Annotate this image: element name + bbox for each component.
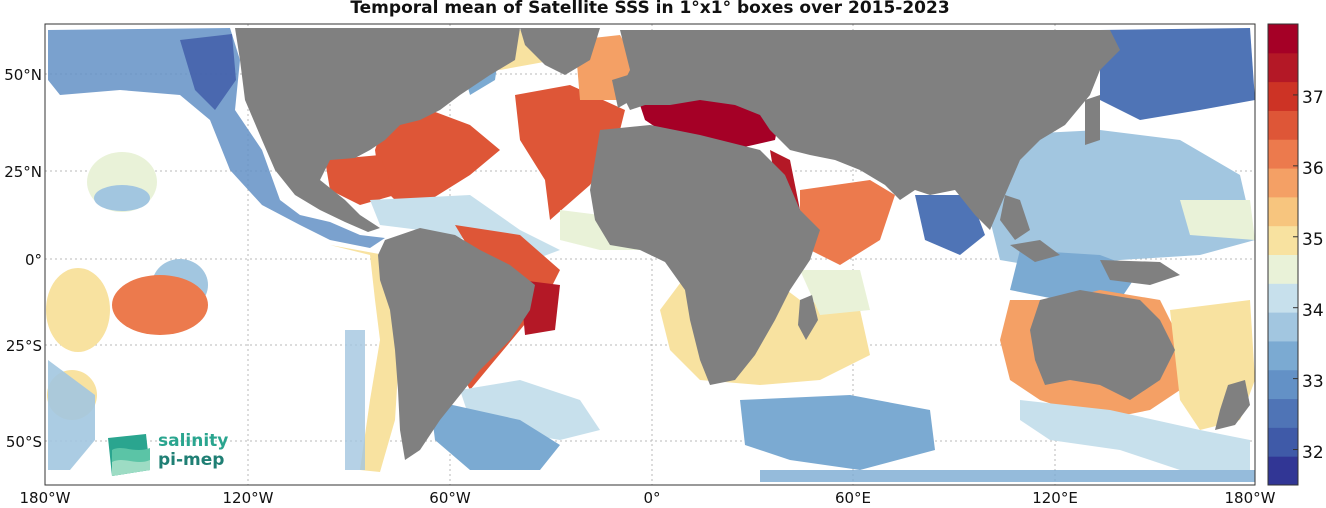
land-africa	[590, 125, 820, 385]
sss-north-atlantic	[375, 110, 500, 205]
land-new-zealand	[1215, 380, 1250, 430]
colorbar-segment	[1268, 139, 1298, 169]
colorbar-segment	[1268, 340, 1298, 371]
colorbar-segment	[1268, 254, 1298, 284]
land-australia	[1030, 290, 1175, 400]
land-south-america	[378, 228, 535, 460]
colorbar-segment	[1268, 283, 1298, 313]
land-greenland	[520, 28, 600, 75]
colorbar-frame	[1267, 23, 1299, 486]
colorbar-segment	[1268, 168, 1298, 198]
colorbar-segment	[1268, 427, 1298, 457]
land-madagascar	[798, 295, 818, 340]
colorbar-tick-label: 32	[1302, 443, 1324, 463]
colorbar-segment	[1268, 196, 1298, 227]
y-tick-label: 50°S	[6, 433, 42, 451]
logo-text: salinity pi-mep	[158, 432, 228, 470]
x-axis-ticks: 180°W 120°W 60°W 0° 60°E 120°E 180°W	[20, 489, 1276, 507]
x-tick-label: 180°W	[1225, 489, 1276, 507]
colorbar-segment	[1268, 24, 1298, 54]
x-tick-label: 120°W	[223, 489, 274, 507]
colorbar-tick-label: 37	[1302, 88, 1324, 108]
y-axis-ticks: 50°N 25°N 0° 25°S 50°S	[4, 66, 42, 451]
sss-alaska-coast	[180, 34, 236, 110]
y-tick-label: 25°S	[6, 337, 42, 355]
colorbar-segment	[1268, 312, 1298, 342]
x-tick-label: 60°W	[429, 489, 471, 507]
land-eurasia	[620, 30, 1120, 230]
x-tick-label: 180°W	[20, 489, 71, 507]
x-tick-label: 0°	[643, 489, 660, 507]
colorbar-tick-label: 36	[1302, 159, 1324, 179]
y-tick-label: 50°N	[4, 66, 42, 84]
colorbar-ticks: 37 36 35 34 33 32	[1302, 88, 1324, 463]
colorbar-tick-label: 35	[1302, 230, 1324, 250]
y-tick-label: 25°N	[4, 163, 42, 181]
colorbar-tick-label: 33	[1302, 372, 1324, 392]
x-tick-label: 120°E	[1032, 489, 1078, 507]
sss-south-pacific-patch	[46, 268, 110, 352]
colorbar-segment	[1268, 110, 1298, 140]
land-north-america	[235, 28, 520, 232]
colorbar-segment	[1268, 225, 1298, 255]
map-title: Temporal mean of Satellite SSS in 1°x1° …	[350, 0, 950, 18]
x-tick-label: 60°E	[835, 489, 871, 507]
colorbar-tick-label: 34	[1302, 301, 1324, 321]
colorbar-segment	[1268, 52, 1298, 83]
colorbar-segment	[1268, 456, 1298, 486]
land-masses	[235, 28, 1250, 460]
axis-frame	[44, 23, 1256, 486]
y-tick-label: 0°	[25, 251, 42, 269]
logo-line-2: pi-mep	[158, 450, 225, 470]
logo-mark-icon	[108, 434, 150, 476]
sss-north-pacific	[48, 28, 385, 248]
colorbar-segment	[1268, 369, 1298, 400]
logo-line-1: salinity	[158, 431, 229, 451]
colorbar-segment	[1268, 398, 1298, 428]
salinity-pi-mep-logo: salinity pi-mep	[106, 432, 246, 478]
colorbar-segment	[1268, 81, 1298, 111]
colorbar	[1268, 24, 1298, 486]
